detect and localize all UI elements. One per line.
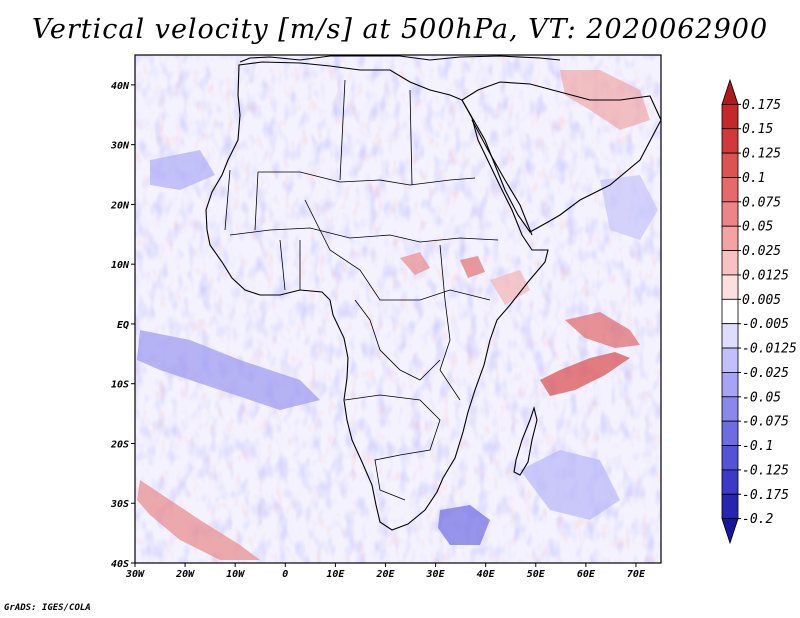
border-south — [344, 394, 441, 501]
plot-frame — [134, 54, 662, 564]
field-plot-area — [135, 55, 661, 563]
field-patches — [137, 70, 658, 560]
colorbar-label: 0.0125 — [742, 268, 789, 283]
colorbar-label: -0.175 — [742, 488, 789, 503]
coastlines — [205, 55, 661, 531]
lat-tick-label: 30S — [110, 499, 129, 510]
map-title: Vertical velocity [m/s] at 500hPa, VT: 2… — [31, 14, 769, 45]
colorbar-label: -0.1 — [742, 439, 773, 454]
field-patch — [540, 352, 630, 396]
lat-tick-label: 20N — [110, 200, 130, 211]
colorbar-box — [721, 420, 739, 446]
lon-tick-label: 50E — [527, 569, 546, 580]
colorbar-label: 0.15 — [742, 122, 773, 137]
colorbar-box — [721, 250, 739, 276]
colorbar-label: -0.2 — [742, 512, 773, 527]
colorbar-box — [721, 201, 739, 227]
field-patch — [520, 450, 620, 520]
colorbar-box — [721, 298, 739, 325]
colorbar-box — [721, 469, 739, 495]
field-patch — [600, 175, 658, 240]
field-patch — [137, 480, 260, 560]
europe-coastline — [239, 55, 561, 63]
colorbar-label: 0.075 — [742, 195, 781, 210]
lat-tick-label: 40N — [111, 81, 130, 92]
border-west — [224, 169, 301, 291]
colorbar-bottom-triangle — [721, 518, 739, 545]
colorbar-top-triangle — [721, 78, 739, 105]
colorbar-label: 0.025 — [742, 244, 781, 259]
colorbar-label: -0.05 — [742, 390, 781, 405]
lat-axis: 40N 30N 20N 10N EQ 10S 20S 30S 40S — [110, 81, 135, 570]
lon-tick-label: 20E — [375, 569, 395, 580]
colorbar-box — [721, 128, 739, 154]
field-patch — [460, 256, 485, 278]
border-libya-egypt — [339, 79, 413, 186]
colorbar-label: -0.005 — [742, 317, 789, 332]
colorbar-label: 0.125 — [742, 147, 781, 162]
colorbar-label: -0.075 — [742, 415, 789, 430]
colorbar-label: 0.1 — [742, 171, 765, 186]
colorbar-box — [721, 396, 739, 422]
colorbar: 0.175 0.15 0.125 0.1 0.075 0.05 0.025 0.0125 0.0… — [721, 78, 797, 545]
lat-tick-label: 40S — [111, 559, 129, 570]
colorbar-box — [721, 445, 739, 471]
colorbar-box — [721, 177, 739, 203]
colorbar-box — [721, 493, 739, 520]
lat-tick-label: 10N — [111, 260, 130, 271]
border-north-africa — [258, 171, 476, 186]
colorbar-box — [721, 225, 739, 251]
lon-tick-label: 70E — [627, 569, 646, 580]
colorbar-box — [721, 274, 739, 300]
lon-tick-label: 10E — [326, 569, 345, 580]
colorbar-label: -0.0125 — [742, 342, 797, 357]
lon-tick-label: 10W — [226, 569, 245, 580]
field-patch — [438, 505, 490, 545]
arabia-coastline — [461, 81, 661, 233]
field-patch — [490, 270, 530, 305]
border-congo — [354, 299, 441, 381]
colorbar-box — [721, 323, 739, 349]
colorbar-label: -0.125 — [742, 463, 789, 478]
lat-tick-label: EQ — [117, 320, 129, 331]
lon-tick-label: 20W — [175, 569, 195, 580]
lat-tick-label: 20S — [110, 439, 129, 450]
lon-tick-label: 30W — [125, 569, 145, 580]
lon-tick-label: 30E — [426, 569, 446, 580]
colorbar-label: 0.05 — [742, 220, 773, 235]
colorbar-label: 0.005 — [742, 293, 781, 308]
colorbar-box — [721, 152, 739, 178]
border-central — [304, 199, 491, 301]
lon-axis: 30W 20W 10W 0 10E 20E 30E 40E 50E 60E 70E — [125, 563, 646, 580]
lon-tick-label: 60E — [577, 569, 596, 580]
red-sea-outline — [471, 119, 533, 236]
country-borders — [224, 79, 499, 501]
lon-tick-label: 40E — [477, 569, 496, 580]
colorbar-box — [721, 372, 739, 398]
border-sahel — [229, 227, 499, 243]
field-patch — [565, 312, 640, 348]
lon-tick-label: 0 — [282, 569, 288, 580]
madagascar-coastline — [513, 406, 538, 476]
colorbar-box — [721, 347, 739, 373]
grads-credit: GrADS: IGES/COLA — [4, 603, 91, 613]
lat-tick-label: 30N — [110, 141, 130, 152]
colorbar-label: 0.175 — [742, 98, 781, 113]
field-patch — [137, 330, 320, 410]
border-east — [439, 244, 461, 401]
colorbar-label: -0.025 — [742, 366, 789, 381]
colorbar-box — [721, 103, 739, 130]
field-patch — [150, 150, 215, 190]
lat-tick-label: 10S — [111, 380, 129, 391]
field-patch — [400, 252, 430, 275]
